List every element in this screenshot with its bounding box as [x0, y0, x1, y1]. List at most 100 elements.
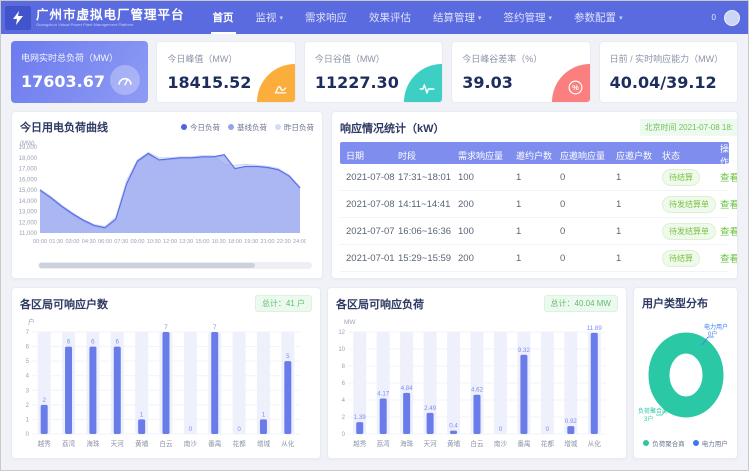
chart-label: 花都 [541, 439, 555, 448]
notification-count[interactable]: 0 [712, 13, 716, 22]
bar-bg [184, 332, 197, 434]
header-right: 0 [712, 10, 740, 26]
bar-从化 [284, 361, 291, 434]
chart-label: 7 [26, 330, 30, 336]
chart-label: 1 [140, 411, 144, 418]
chart-label: 0 [342, 432, 346, 438]
kpi-card-1: 电网实时总负荷（MW）17603.67 [11, 41, 148, 103]
legend-label: 今日负荷 [190, 122, 220, 133]
chart-label: 负荷聚合商 [638, 407, 668, 415]
status-badge: 待结算 [662, 169, 700, 186]
bar-番禺 [211, 332, 218, 434]
chevron-down-icon: ▾ [478, 14, 482, 22]
chart-label: 白云 [470, 439, 484, 448]
chart-label: 电力用户 [704, 323, 728, 331]
bar-增城 [567, 426, 574, 434]
bar-bg [447, 332, 460, 434]
district-users-title: 各区局可响应户数 [20, 296, 108, 312]
legend-item-2[interactable]: 基线负荷 [228, 122, 267, 133]
mid-row: 今日用电负荷曲线 今日负荷基线负荷昨日负荷 (MW)19,00018,00017… [11, 111, 738, 279]
nav-item-4[interactable]: 效果评估 [359, 1, 421, 34]
user-type-legend: 负荷聚合商 电力用户 [634, 438, 737, 448]
app-subtitle: Guangzhou Virtual Power Plant Management… [36, 22, 170, 27]
view-link[interactable]: 查看 [720, 254, 738, 265]
legend-item-3[interactable]: 昨日负荷 [275, 122, 314, 133]
legend-dot-icon [228, 124, 234, 130]
percent-icon: % [552, 64, 590, 102]
column-header: 日期 [340, 149, 392, 162]
cell-period: 17:31~18:01 [392, 172, 452, 183]
chart-label: 越秀 [38, 439, 52, 448]
view-link[interactable]: 查看 [720, 227, 738, 238]
legend-label: 电力用户 [702, 438, 728, 448]
chart-label: 11.89 [587, 325, 603, 332]
nav-item-2[interactable]: 监视▾ [246, 1, 294, 34]
chart-label: 18:00 [228, 239, 242, 245]
chart-label: 0 [26, 432, 30, 438]
table-row: 2021-07-0115:29~15:59200101待结算查看 [340, 245, 729, 272]
app-title: 广州市虚拟电厂管理平台 [36, 9, 185, 22]
pulse-icon [404, 64, 442, 102]
chart-label: 16:30 [212, 239, 226, 245]
legend-dot-icon [181, 124, 187, 130]
nav-item-3[interactable]: 需求响应 [295, 1, 357, 34]
bar-越秀 [356, 422, 363, 434]
nav-item-1[interactable]: 首页 [203, 1, 244, 34]
view-link[interactable]: 查看 [720, 173, 738, 184]
chart-label: 6 [91, 339, 95, 346]
chart-label: 1 [26, 417, 30, 423]
user-type-title: 用户类型分布 [642, 295, 708, 311]
chart-label: 天河 [423, 440, 437, 448]
dashboard: 电网实时总负荷（MW）17603.67今日峰值（MW）18415.52今日谷值（… [1, 34, 748, 466]
column-header: 时段 [392, 149, 452, 162]
kpi-label: 日前 / 实时响应能力（MW） [610, 52, 727, 65]
nav-item-7[interactable]: 参数配置▾ [564, 1, 633, 34]
table-row: 2021-07-0817:31~18:01100101待结算查看 [340, 164, 729, 191]
view-link[interactable]: 查看 [720, 200, 738, 211]
bar-bg [257, 332, 270, 434]
column-header: 需求响应量 [452, 149, 510, 162]
cell-period: 14:11~14:41 [392, 199, 452, 210]
avatar[interactable] [724, 10, 740, 26]
bar-天河 [427, 413, 434, 434]
chart-label: 白云 [159, 439, 173, 448]
chart-label: 15,000 [19, 188, 38, 194]
table-row: 2021-07-0716:06~16:36100101待发结算单查看 [340, 218, 729, 245]
chart-label: 3户 [644, 415, 653, 423]
chart-label: 户 [28, 317, 35, 326]
cell-status: 待结算 [656, 169, 714, 186]
chart-label: 5 [26, 359, 30, 365]
donut-legend-item-2[interactable]: 电力用户 [693, 438, 728, 448]
app-logo: 广州市虚拟电厂管理平台 Guangzhou Virtual Power Plan… [5, 6, 185, 30]
nav-item-5[interactable]: 结算管理▾ [423, 1, 492, 34]
donut-legend-item-1[interactable]: 负荷聚合商 [643, 438, 685, 448]
chart-label: 天河 [111, 440, 125, 448]
legend-item-1[interactable]: 今日负荷 [181, 122, 220, 133]
chart-zoom-slider[interactable] [38, 262, 312, 269]
chart-label: 4.84 [401, 385, 414, 392]
chart-label: 17,000 [19, 167, 38, 173]
bar-bg [541, 332, 554, 434]
chart-label: 00:00 [33, 239, 47, 245]
load-curve-legend: 今日负荷 基线负荷昨日负荷 [181, 122, 314, 133]
cell-action: 查看 [714, 224, 738, 238]
cell-demand: 100 [452, 226, 510, 237]
chart-label: 10:30 [147, 239, 161, 245]
column-header: 邀约户数 [510, 149, 554, 162]
cell-resp_amount: 0 [554, 226, 610, 237]
logo-bolt-icon [5, 6, 31, 30]
chart-label: 4 [26, 374, 30, 380]
user-type-donut-chart: 电力用户0户负荷聚合商3户 [634, 313, 738, 431]
chart-label: 4.62 [471, 387, 484, 394]
chart-label: 南沙 [184, 439, 198, 448]
beijing-time-badge: 北京时间 2021-07-08 18: [640, 119, 739, 136]
chart-label: 荔湾 [377, 439, 391, 448]
nav-item-6[interactable]: 签约管理▾ [494, 1, 563, 34]
legend-label: 基线负荷 [237, 122, 267, 133]
district-users-chart: 户012345672越秀6荔湾6海珠6天河1黄埔7白云0南沙7番禺0花都1增城5… [12, 314, 306, 456]
cell-date: 2021-07-08 [340, 199, 392, 210]
response-table-panel: 响应情况统计（kW） 北京时间 2021-07-08 18: 日期时段需求响应量… [331, 111, 738, 279]
chart-label: 13,000 [19, 210, 38, 216]
cell-status: 待发结算单 [656, 196, 714, 213]
chart-label: 2 [26, 403, 30, 409]
